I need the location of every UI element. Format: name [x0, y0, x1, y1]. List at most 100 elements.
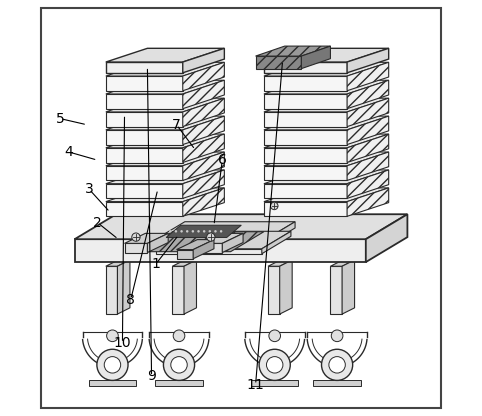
- Polygon shape: [280, 260, 292, 314]
- Text: 5: 5: [55, 111, 65, 126]
- Polygon shape: [106, 188, 224, 202]
- Polygon shape: [106, 202, 183, 216]
- Polygon shape: [106, 148, 183, 163]
- Polygon shape: [347, 116, 388, 144]
- Polygon shape: [183, 62, 224, 91]
- Polygon shape: [347, 48, 388, 73]
- Polygon shape: [255, 46, 331, 56]
- Polygon shape: [366, 214, 407, 262]
- Polygon shape: [124, 233, 168, 243]
- Polygon shape: [183, 188, 224, 216]
- Circle shape: [259, 349, 290, 380]
- Polygon shape: [106, 116, 224, 130]
- Polygon shape: [106, 62, 183, 73]
- Polygon shape: [347, 98, 388, 126]
- Polygon shape: [222, 233, 243, 253]
- Circle shape: [173, 330, 185, 342]
- Circle shape: [169, 230, 172, 233]
- Polygon shape: [347, 152, 388, 181]
- Polygon shape: [106, 152, 224, 166]
- Circle shape: [163, 349, 195, 380]
- Polygon shape: [106, 94, 183, 109]
- Polygon shape: [347, 62, 388, 91]
- Polygon shape: [106, 266, 118, 314]
- Circle shape: [192, 230, 194, 233]
- Bar: [155, 380, 203, 386]
- Polygon shape: [106, 112, 183, 126]
- Circle shape: [209, 230, 211, 233]
- Circle shape: [180, 230, 183, 233]
- Polygon shape: [264, 62, 388, 76]
- Circle shape: [107, 330, 118, 342]
- Text: 4: 4: [64, 145, 73, 159]
- Polygon shape: [106, 48, 224, 62]
- Circle shape: [269, 330, 281, 342]
- Circle shape: [97, 349, 128, 380]
- Polygon shape: [156, 239, 266, 245]
- Bar: [313, 380, 361, 386]
- Polygon shape: [173, 266, 184, 314]
- Polygon shape: [342, 260, 355, 314]
- Circle shape: [171, 357, 187, 373]
- Polygon shape: [139, 232, 264, 252]
- Polygon shape: [264, 116, 388, 130]
- Circle shape: [220, 230, 222, 233]
- Polygon shape: [184, 260, 197, 314]
- Polygon shape: [183, 80, 224, 109]
- Polygon shape: [262, 231, 291, 254]
- Polygon shape: [156, 249, 262, 254]
- Polygon shape: [264, 188, 388, 202]
- Polygon shape: [264, 166, 347, 181]
- Polygon shape: [183, 48, 224, 73]
- Text: 1: 1: [151, 257, 160, 271]
- Circle shape: [270, 202, 278, 210]
- Polygon shape: [106, 98, 224, 112]
- Polygon shape: [264, 184, 347, 198]
- Circle shape: [174, 230, 177, 233]
- Polygon shape: [106, 166, 183, 181]
- Polygon shape: [75, 214, 407, 239]
- Polygon shape: [331, 266, 342, 314]
- Polygon shape: [106, 134, 224, 148]
- Polygon shape: [183, 98, 224, 126]
- Circle shape: [267, 357, 283, 373]
- Polygon shape: [183, 152, 224, 181]
- Text: 8: 8: [126, 292, 135, 307]
- Polygon shape: [264, 48, 388, 62]
- Text: 2: 2: [93, 215, 102, 230]
- Text: 3: 3: [85, 182, 94, 196]
- Text: 6: 6: [218, 153, 227, 167]
- Polygon shape: [347, 188, 388, 216]
- Polygon shape: [264, 76, 347, 91]
- Bar: [89, 380, 136, 386]
- Polygon shape: [331, 260, 355, 266]
- Circle shape: [214, 230, 217, 233]
- Polygon shape: [255, 56, 301, 69]
- Polygon shape: [264, 94, 347, 109]
- Bar: [251, 380, 298, 386]
- Polygon shape: [124, 243, 147, 253]
- Polygon shape: [264, 202, 347, 216]
- Polygon shape: [200, 243, 222, 253]
- Polygon shape: [106, 260, 130, 266]
- Polygon shape: [268, 266, 280, 314]
- Polygon shape: [266, 222, 295, 245]
- Polygon shape: [173, 260, 197, 266]
- Polygon shape: [176, 250, 193, 259]
- Polygon shape: [264, 130, 347, 144]
- Polygon shape: [106, 130, 183, 144]
- Polygon shape: [156, 222, 295, 239]
- Polygon shape: [347, 134, 388, 163]
- Polygon shape: [264, 80, 388, 94]
- Circle shape: [104, 357, 120, 373]
- Text: 9: 9: [147, 369, 156, 384]
- Polygon shape: [106, 62, 224, 76]
- Polygon shape: [106, 170, 224, 184]
- Circle shape: [331, 330, 343, 342]
- Text: 11: 11: [247, 378, 265, 392]
- Circle shape: [132, 233, 140, 241]
- Polygon shape: [75, 239, 366, 262]
- Polygon shape: [347, 80, 388, 109]
- Polygon shape: [147, 233, 168, 253]
- Polygon shape: [264, 170, 388, 184]
